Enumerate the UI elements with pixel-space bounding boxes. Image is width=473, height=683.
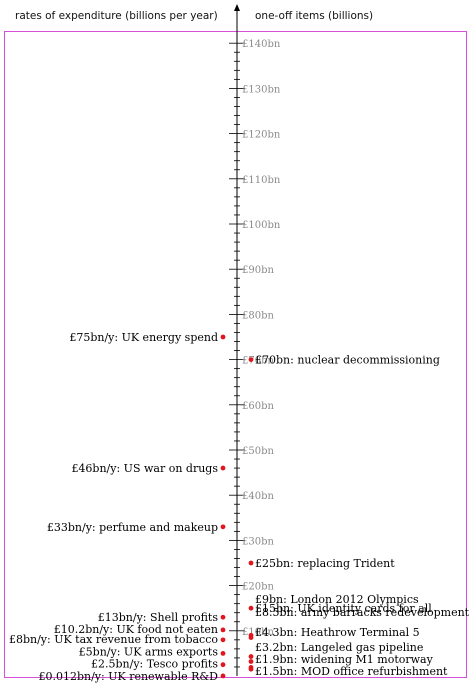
- rate-label: £10.2bn/y: UK food not eaten: [54, 623, 218, 636]
- rate-point: [220, 637, 226, 643]
- tick-label: £30bn: [242, 536, 274, 547]
- rate-label: £8bn/y: UK tax revenue from tobacco: [9, 633, 218, 646]
- rates-series: £75bn/y: UK energy spend £46bn/y: US war …: [9, 331, 226, 683]
- tick-label: £90bn: [242, 265, 274, 276]
- rate-label: £2.5bn/y: Tesco profits: [91, 658, 218, 671]
- rate-label: £0.012bn/y: UK renewable R&D: [38, 670, 218, 683]
- one-off-point: [248, 659, 254, 664]
- tick-label: £130bn: [242, 84, 281, 95]
- one-off-label: £15bn: UK identity cards for all: [255, 602, 432, 615]
- tick-label: £120bn: [242, 130, 281, 141]
- rate-point: [220, 614, 226, 620]
- rate-point: [220, 673, 226, 679]
- axis-arrow-icon: [234, 4, 240, 11]
- tick-label: £100bn: [242, 220, 281, 231]
- tick-label: £10bn: [242, 627, 274, 638]
- one-off-label: £8.5bn: army barracks redevelopment: [255, 606, 470, 619]
- one-off-series: £70bn: nuclear decommissioning £25bn: rep…: [248, 354, 470, 678]
- one-off-point: [248, 635, 254, 640]
- tick-label: £40bn: [242, 491, 274, 502]
- one-off-label: £9bn: London 2012 Olympics: [255, 593, 419, 606]
- tick-label: £20bn: [242, 582, 274, 593]
- one-off-label: £1.5bn: MOD office refurbishment: [255, 665, 448, 678]
- one-off-point: [248, 605, 254, 611]
- tick-label: £140bn: [242, 39, 281, 50]
- one-off-label: £4.3bn: Heathrow Terminal 5: [255, 626, 420, 639]
- one-off-point: [248, 666, 254, 672]
- one-off-point: [248, 357, 254, 362]
- left-column-title: rates of expenditure (billions per year): [15, 10, 218, 22]
- frame-border: [4, 31, 467, 678]
- tick-label: £50bn: [242, 446, 274, 457]
- rate-point: [220, 524, 226, 530]
- rate-point: [220, 627, 226, 633]
- rate-label: £33bn/y: perfume and makeup: [47, 521, 218, 534]
- rate-point: [220, 334, 226, 340]
- value-axis: £10bn £20bn £30bn £40bn £50bn £60bn £70bn £80bn…: [229, 4, 281, 676]
- rate-point: [220, 465, 226, 471]
- rate-point: [220, 662, 226, 668]
- one-off-label: £25bn: replacing Trident: [255, 557, 395, 570]
- tick-label: £110bn: [242, 175, 281, 186]
- tick-label: £80bn: [242, 310, 274, 321]
- rate-label: £13bn/y: Shell profits: [98, 611, 219, 624]
- one-off-point: [248, 560, 254, 566]
- rate-label: £75bn/y: UK energy spend: [69, 331, 218, 344]
- rate-label: £46bn/y: US war on drugs: [71, 462, 218, 475]
- one-off-label: £70bn: nuclear decommissioning: [255, 354, 440, 367]
- tick-label: £60bn: [242, 401, 274, 412]
- right-column-title: one-off items (billions): [255, 10, 373, 22]
- rate-point: [220, 651, 226, 656]
- one-off-point: [248, 654, 254, 659]
- one-off-label: £1.9bn: widening M1 motorway: [255, 653, 434, 666]
- tick-label: £70bn: [242, 356, 274, 367]
- rate-label: £5bn/y: UK arms exports: [79, 645, 219, 658]
- one-off-label: £3.2bn: Langeled gas pipeline: [255, 641, 423, 654]
